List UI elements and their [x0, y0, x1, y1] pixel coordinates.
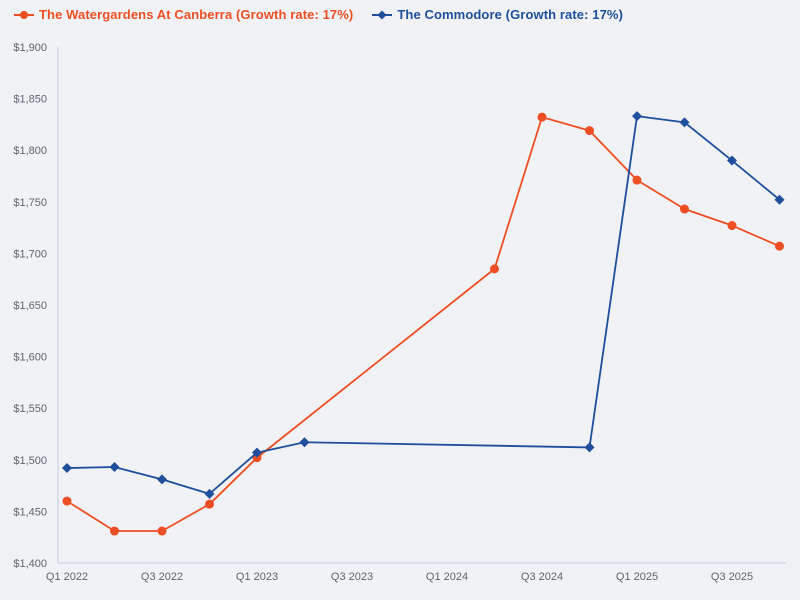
y-tick-label: $1,750 [13, 197, 47, 209]
y-tick-label: $1,500 [13, 455, 47, 467]
legend-item-commodore[interactable]: The Commodore (Growth rate: 17%) [372, 7, 623, 22]
y-tick-label: $1,900 [13, 42, 47, 54]
y-tick-label: $1,650 [13, 300, 47, 312]
data-point-diamond [584, 442, 595, 453]
data-point-circle [775, 241, 784, 251]
data-point-diamond [774, 194, 785, 205]
data-point-circle [537, 112, 547, 122]
data-point-diamond [62, 463, 72, 474]
x-tick-label: Q1 2025 [616, 571, 658, 583]
x-tick-label: Q3 2024 [521, 571, 563, 583]
data-point-circle [205, 499, 214, 509]
chart-legend: The Watergardens At Canberra (Growth rat… [14, 7, 623, 22]
data-point-circle [727, 221, 737, 231]
data-point-diamond [204, 488, 215, 499]
data-point-diamond [679, 117, 690, 128]
data-point-circle [110, 526, 119, 536]
data-point-diamond [727, 155, 737, 166]
x-tick-label: Q3 2023 [331, 571, 373, 583]
data-point-diamond [252, 447, 262, 458]
data-point-circle [490, 264, 499, 274]
data-point-diamond [632, 111, 642, 122]
data-point-circle [585, 126, 594, 136]
circle-marker-icon [14, 10, 34, 19]
legend-label-watergardens: The Watergardens At Canberra (Growth rat… [39, 7, 354, 22]
data-point-diamond [299, 437, 310, 448]
series-line-1 [66, 115, 781, 495]
diamond-marker-icon [372, 10, 393, 19]
data-point-circle [157, 526, 167, 536]
y-tick-label: $1,550 [13, 403, 47, 415]
x-tick-label: Q3 2022 [141, 571, 183, 583]
y-tick-label: $1,400 [13, 558, 47, 570]
y-tick-label: $1,800 [13, 145, 47, 157]
data-point-diamond [157, 474, 167, 485]
y-tick-label: $1,600 [13, 352, 47, 364]
y-tick-label: $1,850 [13, 94, 47, 106]
x-tick-label: Q1 2024 [426, 571, 468, 583]
legend-label-commodore: The Commodore (Growth rate: 17%) [397, 7, 624, 22]
data-point-diamond [109, 462, 120, 473]
y-tick-label: $1,700 [13, 248, 47, 260]
data-point-circle [62, 496, 72, 506]
x-tick-label: Q1 2023 [236, 571, 278, 583]
x-tick-label: Q1 2022 [46, 571, 88, 583]
series-line-0 [66, 116, 780, 532]
data-point-circle [680, 204, 689, 214]
data-point-circle [632, 175, 642, 185]
legend-item-watergardens[interactable]: The Watergardens At Canberra (Growth rat… [14, 7, 353, 22]
x-tick-label: Q3 2025 [711, 571, 753, 583]
y-tick-label: $1,450 [13, 506, 47, 518]
